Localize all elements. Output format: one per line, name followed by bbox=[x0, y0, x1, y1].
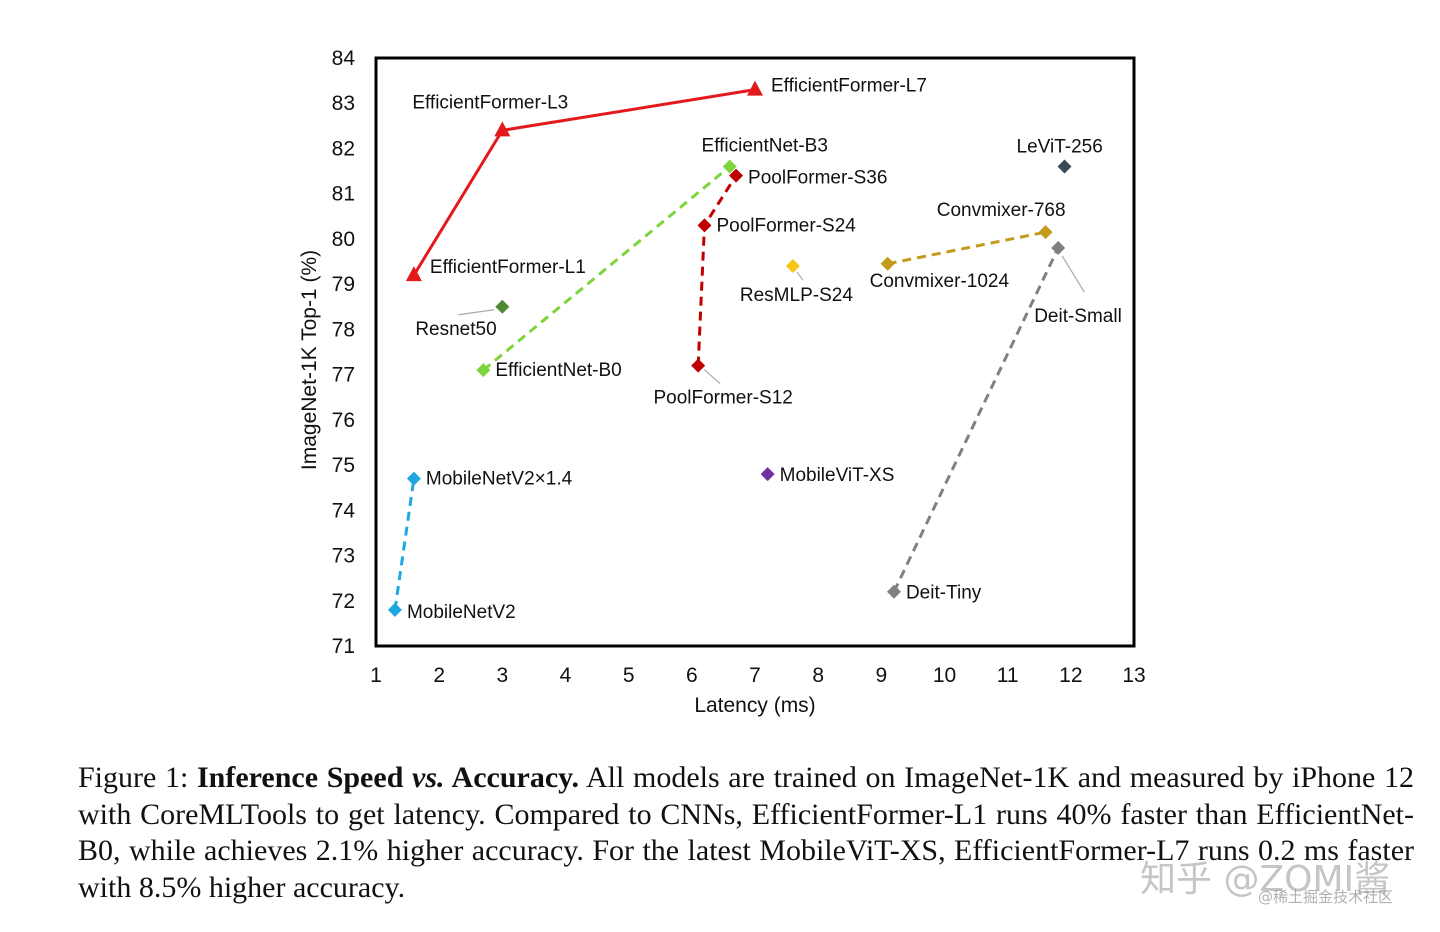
x-tick-label: 4 bbox=[560, 664, 572, 687]
series-line-efficientformer bbox=[412, 88, 756, 276]
y-tick-label: 77 bbox=[332, 364, 355, 387]
y-tick-label: 80 bbox=[332, 228, 355, 251]
x-tick-label: 5 bbox=[623, 664, 635, 687]
y-tick-label: 78 bbox=[332, 318, 355, 341]
series-line-mobilenetv2 bbox=[393, 478, 416, 611]
y-tick-label: 83 bbox=[332, 92, 355, 115]
label-poolformer-s36: PoolFormer-S36 bbox=[748, 168, 887, 189]
x-tick-label: 2 bbox=[433, 664, 445, 687]
marker-mobilevit-xs bbox=[760, 467, 775, 482]
label-resmlp-s24: ResMLP-S24 bbox=[740, 285, 853, 306]
y-tick-label: 84 bbox=[332, 47, 356, 70]
label-convmixer-1024: Convmixer-1024 bbox=[870, 271, 1010, 292]
y-tick-label: 76 bbox=[332, 409, 355, 432]
marker-efficientnet-b0 bbox=[476, 363, 491, 378]
y-tick-label: 71 bbox=[332, 635, 355, 658]
y-tick-label: 75 bbox=[332, 454, 355, 477]
caption-prefix: Figure 1: bbox=[78, 761, 197, 794]
marker-mobilenetv2-1-4 bbox=[406, 471, 421, 486]
marker-efficientnet-b3 bbox=[722, 159, 737, 174]
leader-deit-small bbox=[1061, 255, 1085, 293]
point-labels: EfficientFormer-L1 EfficientFormer-L3 Effi… bbox=[407, 76, 1122, 623]
label-convmixer-768: Convmixer-768 bbox=[937, 200, 1066, 221]
caption-bold-title: Inference Speed vs. Accuracy. bbox=[196, 761, 579, 794]
marker-poolformer-s36 bbox=[729, 168, 744, 183]
marker-efficientformer-l3 bbox=[494, 121, 511, 137]
figure-caption: Figure 1: Inference Speed vs. Accuracy. … bbox=[78, 760, 1414, 906]
leader-poolformer-s12 bbox=[703, 369, 721, 385]
y-tick-label: 73 bbox=[332, 545, 355, 568]
x-tick-label: 1 bbox=[370, 664, 382, 687]
label-mobilenetv2-1-4: MobileNetV2×1.4 bbox=[426, 469, 573, 490]
marker-efficientformer-l1 bbox=[405, 266, 422, 282]
y-tick-label: 74 bbox=[332, 499, 356, 522]
label-efficientformer-l3: EfficientFormer-L3 bbox=[412, 92, 568, 113]
label-deit-small: Deit-Small bbox=[1034, 306, 1122, 327]
label-mobilenetv2: MobileNetV2 bbox=[407, 602, 516, 623]
series-markers bbox=[387, 80, 1072, 617]
leader-resmlp-s24 bbox=[796, 271, 804, 281]
series-line-poolformer bbox=[696, 174, 738, 366]
y-tick-labels: 71 72 73 74 75 76 77 78 79 80 81 82 83 84 bbox=[332, 47, 356, 658]
marker-mobilenetv2 bbox=[387, 602, 402, 617]
leader-resnet50 bbox=[458, 309, 495, 316]
marker-resnet50 bbox=[495, 299, 510, 314]
y-tick-label: 72 bbox=[332, 590, 355, 613]
x-tick-label: 12 bbox=[1059, 664, 1082, 687]
y-tick-label: 81 bbox=[332, 183, 355, 206]
label-deit-tiny: Deit-Tiny bbox=[906, 583, 982, 604]
label-efficientnet-b0: EfficientNet-B0 bbox=[495, 360, 621, 381]
x-axis-title: Latency (ms) bbox=[694, 694, 815, 717]
label-poolformer-s12: PoolFormer-S12 bbox=[653, 388, 792, 409]
label-poolformer-s24: PoolFormer-S24 bbox=[716, 215, 856, 236]
x-tick-label: 8 bbox=[812, 664, 824, 687]
plot-frame bbox=[374, 56, 1136, 648]
x-tick-label: 6 bbox=[686, 664, 698, 687]
marker-convmixer-1024 bbox=[880, 256, 895, 271]
x-tick-label: 9 bbox=[875, 664, 887, 687]
x-tick-label: 3 bbox=[496, 664, 508, 687]
x-tick-label: 13 bbox=[1122, 664, 1145, 687]
marker-poolformer-s24 bbox=[697, 218, 712, 233]
marker-levit-256 bbox=[1057, 159, 1072, 174]
y-tick-label: 82 bbox=[332, 137, 355, 160]
caption-body: All models are trained on ImageNet-1K an… bbox=[78, 761, 1414, 904]
label-efficientformer-l1: EfficientFormer-L1 bbox=[430, 257, 586, 278]
x-tick-label: 7 bbox=[749, 664, 761, 687]
label-resnet50: Resnet50 bbox=[415, 319, 496, 340]
y-axis-title: ImageNet-1K Top-1 (%) bbox=[298, 250, 321, 470]
marker-poolformer-s12 bbox=[691, 358, 706, 373]
x-tick-labels: 1 2 3 4 5 6 7 8 9 10 11 12 13 bbox=[370, 664, 1146, 687]
marker-deit-tiny bbox=[886, 584, 901, 599]
label-levit-256: LeViT-256 bbox=[1017, 137, 1103, 158]
marker-convmixer-768 bbox=[1038, 225, 1053, 240]
label-mobilevit-xs: MobileViT-XS bbox=[780, 465, 895, 486]
series-line-convmixer bbox=[887, 230, 1046, 266]
x-tick-label: 11 bbox=[997, 664, 1019, 687]
marker-resmlp-s24 bbox=[785, 259, 800, 274]
series-line-efficientnet bbox=[482, 165, 731, 372]
marker-deit-small bbox=[1051, 240, 1066, 255]
series-line-deit bbox=[892, 247, 1060, 593]
x-tick-label: 10 bbox=[933, 664, 956, 687]
label-efficientformer-l7: EfficientFormer-L7 bbox=[771, 76, 927, 97]
leader-lines bbox=[458, 255, 1085, 385]
marker-efficientformer-l7 bbox=[747, 80, 763, 96]
y-tick-label: 79 bbox=[332, 273, 355, 296]
label-efficientnet-b3: EfficientNet-B3 bbox=[702, 136, 828, 157]
